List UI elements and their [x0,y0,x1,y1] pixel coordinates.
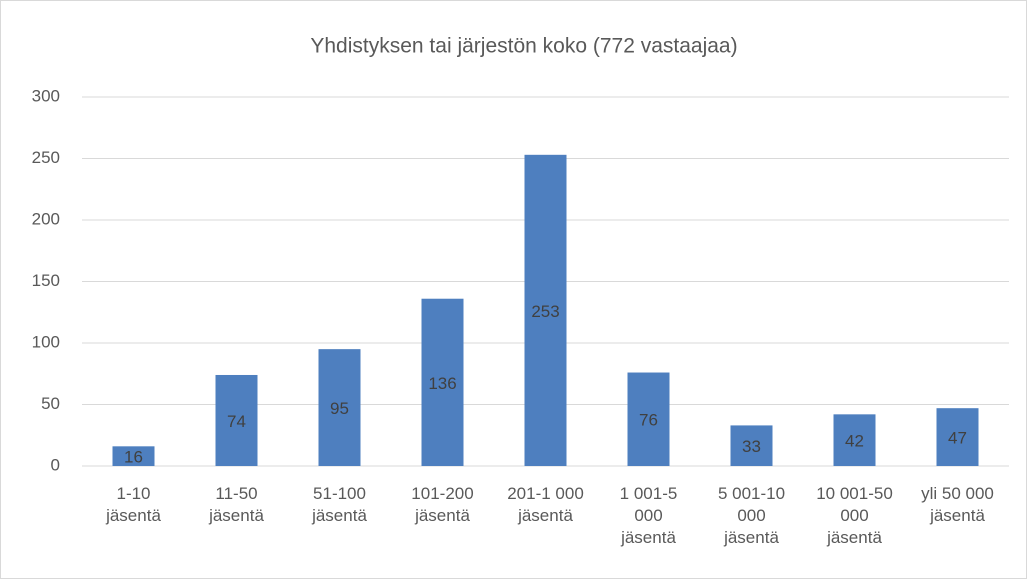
bar [936,408,979,466]
x-tick-label: 201-1 000 jäsentä [507,484,584,525]
chart-title: Yhdistyksen tai järjestön koko (772 vast… [310,35,737,58]
x-tick-label: 10 001-50 000 jäsentä [816,484,893,547]
x-tick-label: 5 001-10 000 jäsentä [718,484,785,547]
bar [627,372,670,466]
y-tick-label: 150 [32,271,60,290]
data-label: 16 [124,448,143,467]
x-tick-label: 1 001-5 000 jäsentä [620,484,678,547]
y-tick-label: 50 [41,394,60,413]
y-tick-label: 0 [51,455,60,474]
data-label: 76 [639,411,658,430]
x-tick-label: 101-200 jäsentä [411,484,473,525]
data-label: 42 [845,432,864,451]
bar [112,446,155,466]
bar [421,298,464,466]
data-label: 47 [948,429,967,448]
x-tick-label: yli 50 000 jäsentä [921,484,994,525]
bar [833,414,876,466]
y-tick-label: 100 [32,332,60,351]
data-label: 253 [531,302,559,321]
y-tick-label: 300 [32,86,60,105]
bar [524,154,567,466]
data-label: 136 [428,374,456,393]
bar [730,425,773,466]
x-tick-label: 51-100 jäsentä [311,484,367,525]
data-label: 95 [330,399,349,418]
bar [215,374,258,466]
bar [318,349,361,466]
y-tick-label: 250 [32,148,60,167]
y-tick-label: 200 [32,209,60,228]
data-label: 33 [742,437,761,456]
x-tick-label: 1-10 jäsentä [105,484,161,525]
data-label: 74 [227,412,246,431]
x-tick-label: 11-50 jäsentä [208,484,264,525]
